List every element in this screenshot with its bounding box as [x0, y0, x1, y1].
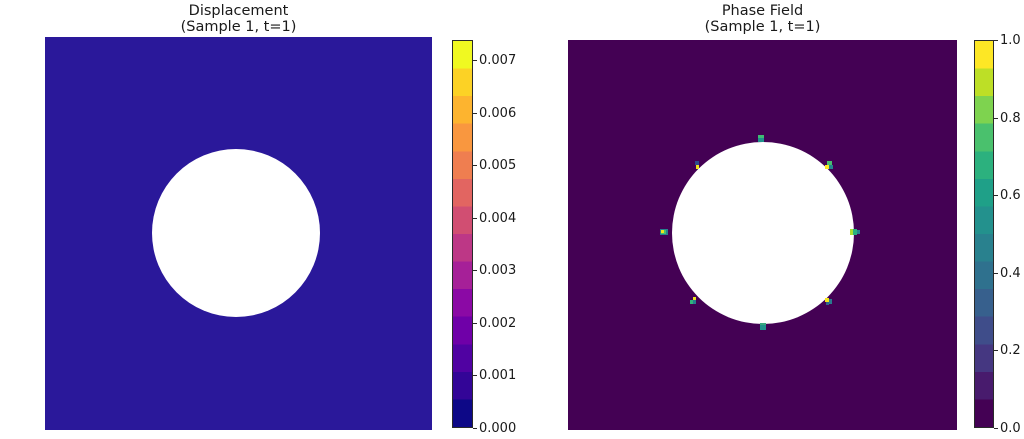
displacement-colorbar-tick-label: 0.003	[479, 263, 517, 278]
phase-field-colorbar-tick	[994, 195, 998, 196]
displacement-title-line2: (Sample 1, t=1)	[180, 19, 297, 35]
displacement-colorbar-tick	[473, 165, 477, 166]
phase-field-colorbar-tick	[994, 428, 998, 429]
damage-pixel	[693, 297, 696, 300]
displacement-colorbar-tick	[473, 113, 477, 114]
damage-pixel	[758, 135, 764, 138]
phase-field-colorbar-tick-label: 0.8	[1000, 111, 1021, 126]
damage-pixel	[829, 299, 832, 304]
phase-field-colorbar	[974, 40, 994, 428]
phase-field-colorbar-tick	[994, 118, 998, 119]
damage-pixel	[690, 300, 693, 304]
damage-pixel	[758, 138, 764, 142]
displacement-colorbar-tick	[473, 323, 477, 324]
displacement-colorbar-tick	[473, 218, 477, 219]
displacement-colorbar-tick	[473, 428, 477, 429]
damage-pixel	[853, 229, 857, 235]
displacement-colorbar-tick	[473, 375, 477, 376]
phase-field-heatmap	[568, 40, 957, 430]
damage-pixel	[693, 300, 696, 304]
phase-field-colorbar-tick-label: 0.6	[1000, 188, 1021, 203]
phase-field-colorbar-tick-label: 0.2	[1000, 343, 1021, 358]
displacement-title: Displacement (Sample 1, t=1)	[45, 3, 432, 35]
displacement-title-line1: Displacement	[188, 3, 289, 19]
displacement-colorbar-tick	[473, 60, 477, 61]
phase-field-colorbar-tick-label: 0.4	[1000, 266, 1021, 281]
displacement-colorbar-tick-label: 0.004	[479, 211, 517, 226]
phase-field-colorbar-tick	[994, 350, 998, 351]
phase-field-title-line1: Phase Field	[721, 3, 804, 19]
displacement-colorbar-tick-label: 0.006	[479, 106, 517, 121]
damage-pixel	[857, 230, 860, 234]
phase-field-colorbar-tick-label: 1.0	[1000, 33, 1021, 48]
phase-field-colorbar-tick	[994, 273, 998, 274]
displacement-circular-hole	[152, 149, 320, 317]
damage-pixel	[850, 229, 853, 235]
displacement-colorbar-tick-label: 0.000	[479, 421, 517, 436]
phase-field-title-line2: (Sample 1, t=1)	[704, 19, 821, 35]
damage-pixel	[827, 161, 832, 165]
damage-pixel	[829, 165, 833, 169]
damage-pixel	[825, 298, 829, 302]
displacement-heatmap	[45, 37, 432, 430]
damage-pixel	[661, 230, 664, 233]
displacement-colorbar-tick-label: 0.005	[479, 158, 517, 173]
damage-pixel	[825, 165, 829, 169]
damage-pixel	[696, 165, 699, 169]
phase-field-title: Phase Field (Sample 1, t=1)	[568, 3, 957, 35]
displacement-colorbar-tick-label: 0.002	[479, 316, 517, 331]
displacement-colorbar-tick-label: 0.007	[479, 53, 517, 68]
damage-pixel	[760, 325, 766, 330]
damage-pixel	[695, 161, 699, 165]
phase-field-colorbar-tick-label: 0.0	[1000, 421, 1021, 436]
phase-field-colorbar-tick	[994, 40, 998, 41]
displacement-colorbar	[452, 40, 473, 428]
displacement-colorbar-tick-label: 0.001	[479, 368, 517, 383]
damage-pixel	[826, 302, 829, 305]
phase-field-circular-hole	[672, 142, 854, 324]
displacement-colorbar-tick	[473, 270, 477, 271]
damage-pixel	[760, 323, 766, 325]
